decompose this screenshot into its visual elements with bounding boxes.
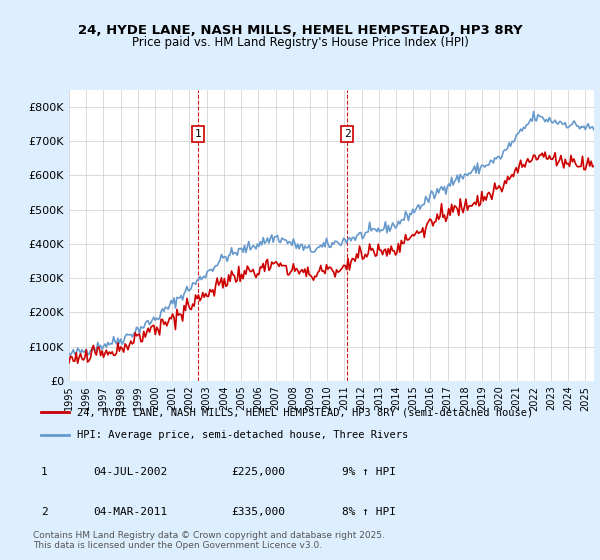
Text: 2: 2 [41, 507, 48, 517]
Text: 24, HYDE LANE, NASH MILLS, HEMEL HEMPSTEAD, HP3 8RY (semi-detached house): 24, HYDE LANE, NASH MILLS, HEMEL HEMPSTE… [77, 407, 533, 417]
Text: £225,000: £225,000 [231, 466, 285, 477]
Text: 2: 2 [344, 129, 351, 139]
Text: Contains HM Land Registry data © Crown copyright and database right 2025.
This d: Contains HM Land Registry data © Crown c… [33, 530, 385, 550]
Text: 1: 1 [41, 466, 48, 477]
Text: 04-MAR-2011: 04-MAR-2011 [93, 507, 167, 517]
Text: 04-JUL-2002: 04-JUL-2002 [93, 466, 167, 477]
Text: 1: 1 [195, 129, 202, 139]
Text: 8% ↑ HPI: 8% ↑ HPI [342, 507, 396, 517]
Text: 24, HYDE LANE, NASH MILLS, HEMEL HEMPSTEAD, HP3 8RY: 24, HYDE LANE, NASH MILLS, HEMEL HEMPSTE… [77, 24, 523, 36]
Text: HPI: Average price, semi-detached house, Three Rivers: HPI: Average price, semi-detached house,… [77, 430, 408, 440]
Text: £335,000: £335,000 [231, 507, 285, 517]
Text: 9% ↑ HPI: 9% ↑ HPI [342, 466, 396, 477]
Text: Price paid vs. HM Land Registry's House Price Index (HPI): Price paid vs. HM Land Registry's House … [131, 36, 469, 49]
